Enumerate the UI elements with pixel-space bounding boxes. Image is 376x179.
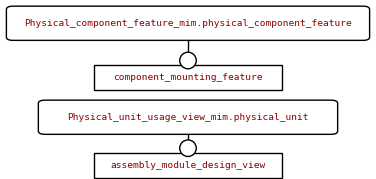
FancyBboxPatch shape xyxy=(38,100,338,134)
FancyBboxPatch shape xyxy=(6,6,370,40)
Ellipse shape xyxy=(180,140,196,156)
Text: Physical_component_feature_mim.physical_component_feature: Physical_component_feature_mim.physical_… xyxy=(24,19,352,28)
Ellipse shape xyxy=(180,52,196,69)
FancyBboxPatch shape xyxy=(94,65,282,90)
Text: assembly_module_design_view: assembly_module_design_view xyxy=(111,161,265,170)
Text: Physical_unit_usage_view_mim.physical_unit: Physical_unit_usage_view_mim.physical_un… xyxy=(67,113,309,122)
Text: component_mounting_feature: component_mounting_feature xyxy=(113,73,263,82)
FancyBboxPatch shape xyxy=(94,153,282,178)
